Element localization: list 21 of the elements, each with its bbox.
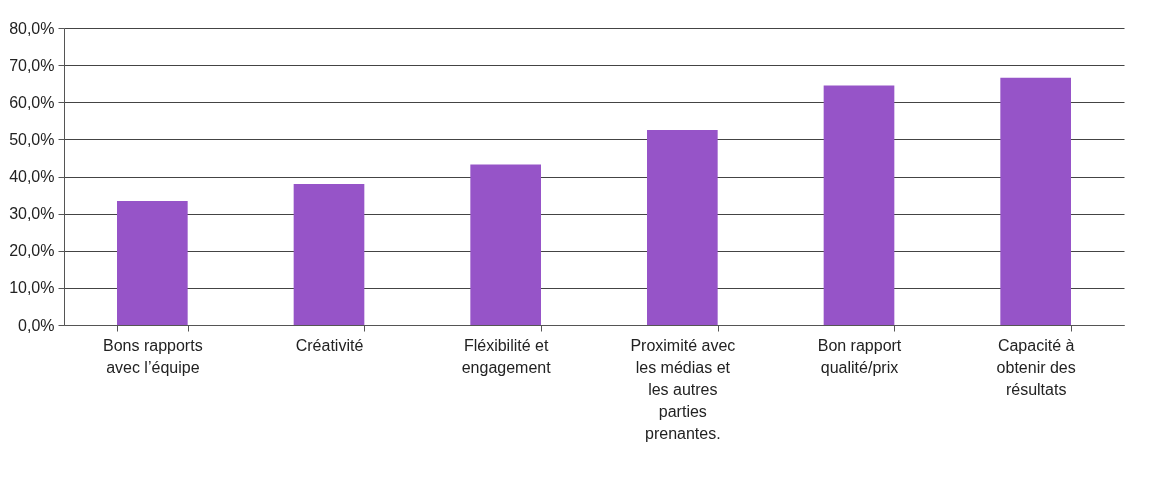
- y-tick-label: 30,0%: [9, 205, 55, 223]
- y-tick-label: 10,0%: [9, 279, 55, 297]
- x-tick-label: Bons rapports avec l’équipe: [103, 336, 203, 376]
- x-tick-label: Fléxibilité et engagement: [461, 336, 552, 376]
- x-tick-label: Proximité avec les médias et les autres parties prenantes.: [630, 336, 736, 442]
- y-tick-label: 0,0%: [18, 316, 55, 334]
- x-tick-label: Capacité à obtenir des résultats: [996, 336, 1076, 398]
- y-tick-label: 80,0%: [9, 19, 55, 37]
- y-tick-label: 70,0%: [9, 56, 55, 74]
- bar: [470, 164, 541, 325]
- y-tick-label: 60,0%: [9, 93, 55, 111]
- bar: [117, 201, 188, 325]
- y-tick-label: 20,0%: [9, 242, 55, 260]
- bar: [647, 130, 718, 325]
- bar: [823, 85, 895, 325]
- bar: [1000, 77, 1071, 325]
- bar: [293, 183, 365, 325]
- x-tick-label: Bon rapport qualité/prix: [817, 336, 902, 376]
- y-tick-label: 50,0%: [9, 130, 55, 148]
- x-tick-label: Créativité: [295, 336, 364, 354]
- y-tick-label: 40,0%: [9, 168, 55, 185]
